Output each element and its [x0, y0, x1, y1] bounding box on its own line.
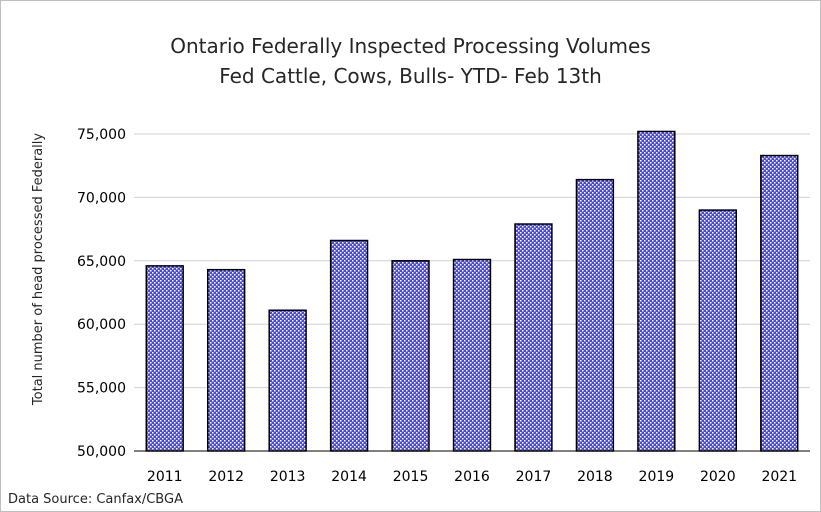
bars: [145, 130, 799, 452]
x-tick-label: 2018: [577, 469, 613, 485]
chart-subtitle: Fed Cattle, Cows, Bulls- YTD- Feb 13th: [219, 64, 602, 88]
y-tick-label: 60,000: [77, 317, 126, 333]
y-tick-label: 75,000: [77, 127, 126, 143]
bar-2011: [145, 265, 184, 452]
y-tick-label: 70,000: [77, 190, 126, 206]
bar-2019: [637, 130, 676, 452]
y-tick-label: 55,000: [77, 381, 126, 397]
x-tick-label: 2013: [270, 469, 306, 485]
bar-2015: [391, 260, 430, 452]
x-tick-labels: 2011 2012 2013 2014 2015 2016 2017 2018 2019 2020…: [147, 469, 797, 485]
bar-2017: [514, 223, 553, 452]
x-tick-label: 2011: [147, 469, 183, 485]
x-tick-label: 2016: [454, 469, 490, 485]
x-tick-label: 2019: [639, 469, 675, 485]
bar-2016: [452, 258, 492, 452]
bar-2012: [206, 268, 246, 452]
bar-2013: [268, 309, 307, 452]
y-axis-label: Total number of head processed Federally: [31, 133, 46, 407]
x-tick-label: 2021: [761, 469, 797, 485]
x-tick-label: 2014: [331, 469, 367, 485]
chart-title: Ontario Federally Inspected Processing V…: [170, 34, 651, 58]
bar-2014: [329, 239, 369, 452]
y-tick-label: 50,000: [77, 444, 126, 460]
bar-2021: [760, 154, 799, 452]
bar-2020: [698, 209, 738, 452]
x-tick-label: 2012: [208, 469, 244, 485]
y-tick-labels: 50,000 55,000 60,000 65,000 70,000 75,000: [77, 127, 126, 460]
x-tick-label: 2020: [700, 469, 736, 485]
bar-2018: [575, 178, 615, 452]
y-tick-label: 65,000: [77, 254, 126, 270]
data-source-note: Data Source: Canfax/CBGA: [8, 492, 183, 507]
x-tick-label: 2017: [516, 469, 552, 485]
x-tick-label: 2015: [393, 469, 429, 485]
